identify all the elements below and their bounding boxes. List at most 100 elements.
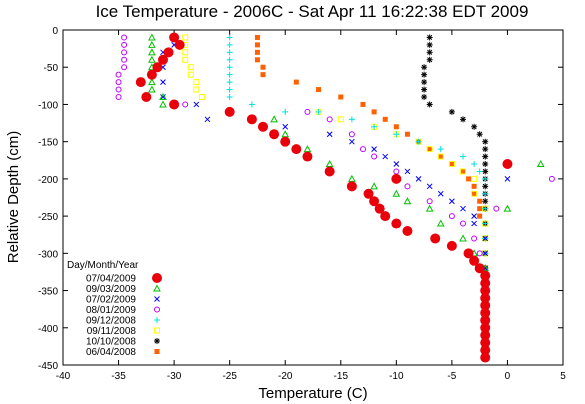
- data-point: [315, 108, 322, 115]
- legend-label: 09/03/2009: [86, 284, 136, 295]
- data-point: [226, 86, 233, 93]
- x-tick-label: -10: [389, 371, 404, 382]
- data-point: [187, 64, 194, 71]
- data-point: [436, 219, 445, 227]
- data-point: [548, 175, 555, 182]
- x-axis-label: Temperature (C): [258, 385, 367, 402]
- data-point: [141, 92, 152, 102]
- data-point: [193, 79, 200, 86]
- data-point: [437, 153, 444, 160]
- data-point: [302, 151, 313, 162]
- data-point: [402, 226, 413, 236]
- x-tick-label: 5: [560, 371, 566, 382]
- y-tick-label: -400: [38, 324, 58, 335]
- data-point: [280, 136, 291, 147]
- y-tick-label: -350: [38, 287, 58, 298]
- data-point: [393, 124, 399, 130]
- data-point: [382, 153, 389, 160]
- data-point: [480, 337, 491, 348]
- data-point: [360, 146, 366, 153]
- data-point: [448, 213, 455, 220]
- data-point: [425, 204, 434, 212]
- legend-marker: [152, 273, 162, 283]
- data-point: [477, 213, 483, 219]
- data-point: [482, 175, 489, 182]
- data-point: [437, 190, 444, 197]
- data-point: [480, 315, 491, 326]
- plot-frame: [62, 29, 564, 366]
- data-point: [471, 220, 477, 227]
- data-point: [392, 189, 401, 197]
- data-point: [426, 198, 433, 205]
- data-point: [471, 175, 478, 182]
- data-point: [474, 263, 485, 274]
- data-point: [160, 94, 166, 100]
- data-point: [182, 56, 189, 63]
- data-marks: [115, 32, 555, 363]
- data-point: [480, 307, 491, 318]
- legend-marker: [153, 284, 161, 292]
- data-point: [382, 116, 388, 122]
- data-point: [380, 211, 391, 222]
- data-point: [115, 79, 122, 86]
- data-point: [226, 79, 233, 86]
- legend-marker: [154, 306, 160, 313]
- data-point: [448, 161, 455, 167]
- y-tick-label: -150: [38, 138, 58, 149]
- data-point: [193, 101, 200, 108]
- data-point: [269, 129, 280, 140]
- data-point: [463, 248, 474, 259]
- data-point: [174, 39, 185, 50]
- data-point: [360, 101, 366, 107]
- data-point: [504, 176, 511, 182]
- data-point: [393, 131, 400, 138]
- data-point: [482, 220, 489, 227]
- data-point: [426, 34, 433, 41]
- data-point: [471, 191, 477, 197]
- data-point: [536, 159, 545, 167]
- data-point: [493, 205, 500, 212]
- data-point: [460, 168, 466, 174]
- data-point: [371, 153, 378, 160]
- data-point: [187, 71, 194, 78]
- data-point: [148, 48, 156, 56]
- x-tick-label: 0: [505, 371, 511, 382]
- data-point: [148, 78, 156, 86]
- data-point: [471, 235, 478, 242]
- x-tick-label: -40: [56, 371, 71, 382]
- data-point: [254, 34, 260, 40]
- data-point: [426, 49, 433, 56]
- data-point: [476, 250, 483, 257]
- data-point: [448, 108, 455, 115]
- data-point: [282, 123, 289, 130]
- legend: 07/04/200909/03/200907/02/200908/01/2009…: [86, 273, 162, 358]
- data-point: [393, 168, 400, 175]
- data-point: [371, 123, 378, 130]
- y-tick-label: -200: [38, 175, 58, 186]
- data-point: [282, 108, 289, 115]
- data-point: [226, 94, 233, 100]
- data-point: [121, 56, 128, 63]
- data-point: [469, 255, 480, 266]
- data-point: [182, 101, 189, 108]
- data-point: [480, 293, 491, 303]
- data-point: [482, 138, 489, 145]
- legend-label: 09/11/2008: [87, 326, 137, 337]
- data-point: [369, 196, 380, 207]
- data-point: [476, 131, 483, 138]
- chart-title: Ice Temperature - 2006C - Sat Apr 11 16:…: [96, 2, 529, 21]
- x-tick-label: -30: [167, 371, 182, 382]
- data-point: [226, 34, 233, 41]
- data-point: [471, 161, 478, 167]
- data-point: [391, 173, 402, 184]
- data-point: [254, 49, 260, 55]
- data-point: [480, 345, 491, 356]
- data-point: [281, 130, 290, 138]
- data-point: [471, 123, 478, 130]
- data-point: [404, 131, 410, 137]
- data-point: [169, 99, 180, 110]
- legend-label: 06/04/2008: [86, 347, 136, 358]
- data-point: [169, 32, 180, 43]
- data-point: [146, 69, 157, 80]
- data-point: [159, 92, 167, 100]
